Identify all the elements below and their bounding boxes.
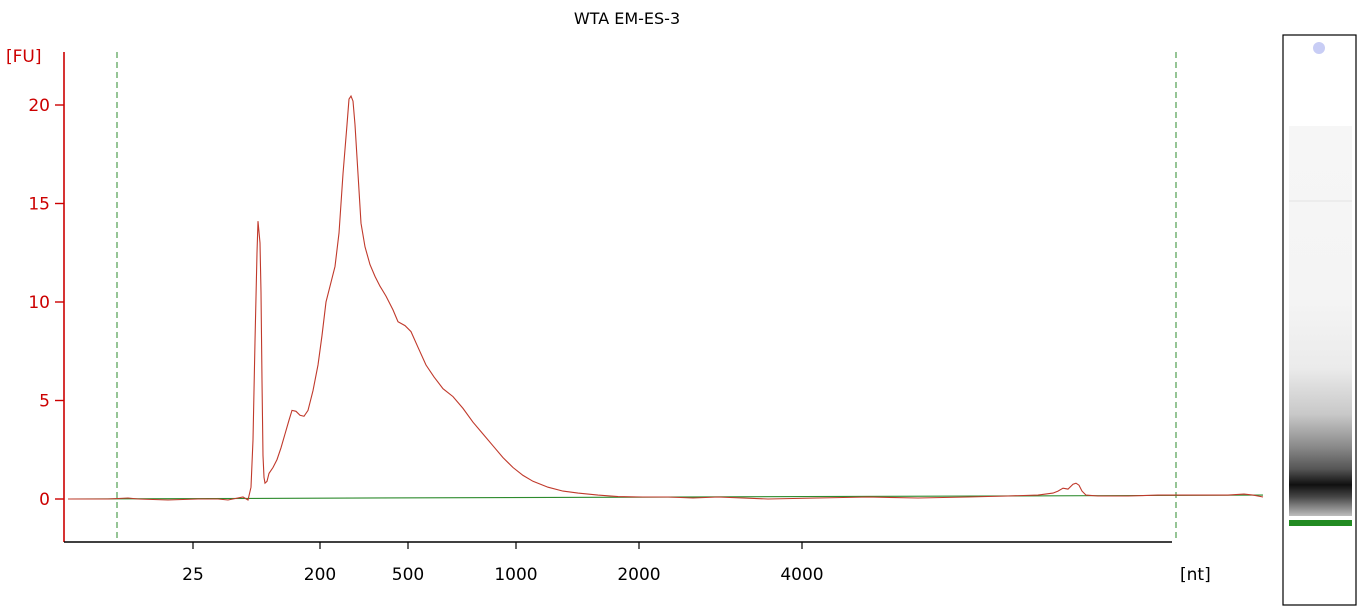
y-tick-label: 15 xyxy=(28,195,50,215)
y-tick-label: 0 xyxy=(39,490,50,510)
x-axis-unit-label: [nt] xyxy=(1180,565,1211,585)
x-tick-label: 200 xyxy=(304,565,336,585)
x-tick-label: 1000 xyxy=(494,565,537,585)
chart-title: WTA EM-ES-3 xyxy=(574,9,680,28)
x-tick-label: 500 xyxy=(392,565,424,585)
x-tick-label: 4000 xyxy=(780,565,823,585)
y-tick-label: 20 xyxy=(28,96,50,116)
gel-lane-smear xyxy=(1289,126,1352,516)
gel-marker-band xyxy=(1289,520,1352,526)
gel-lane xyxy=(1282,34,1357,606)
sample-trace-line xyxy=(68,94,1264,501)
y-tick-label: 10 xyxy=(28,293,50,313)
x-tick-label: 25 xyxy=(182,565,204,585)
gel-well-dot xyxy=(1313,42,1325,54)
x-tick-label: 2000 xyxy=(617,565,660,585)
y-tick-label: 5 xyxy=(39,392,50,412)
y-axis-unit-label: [FU] xyxy=(6,47,42,67)
